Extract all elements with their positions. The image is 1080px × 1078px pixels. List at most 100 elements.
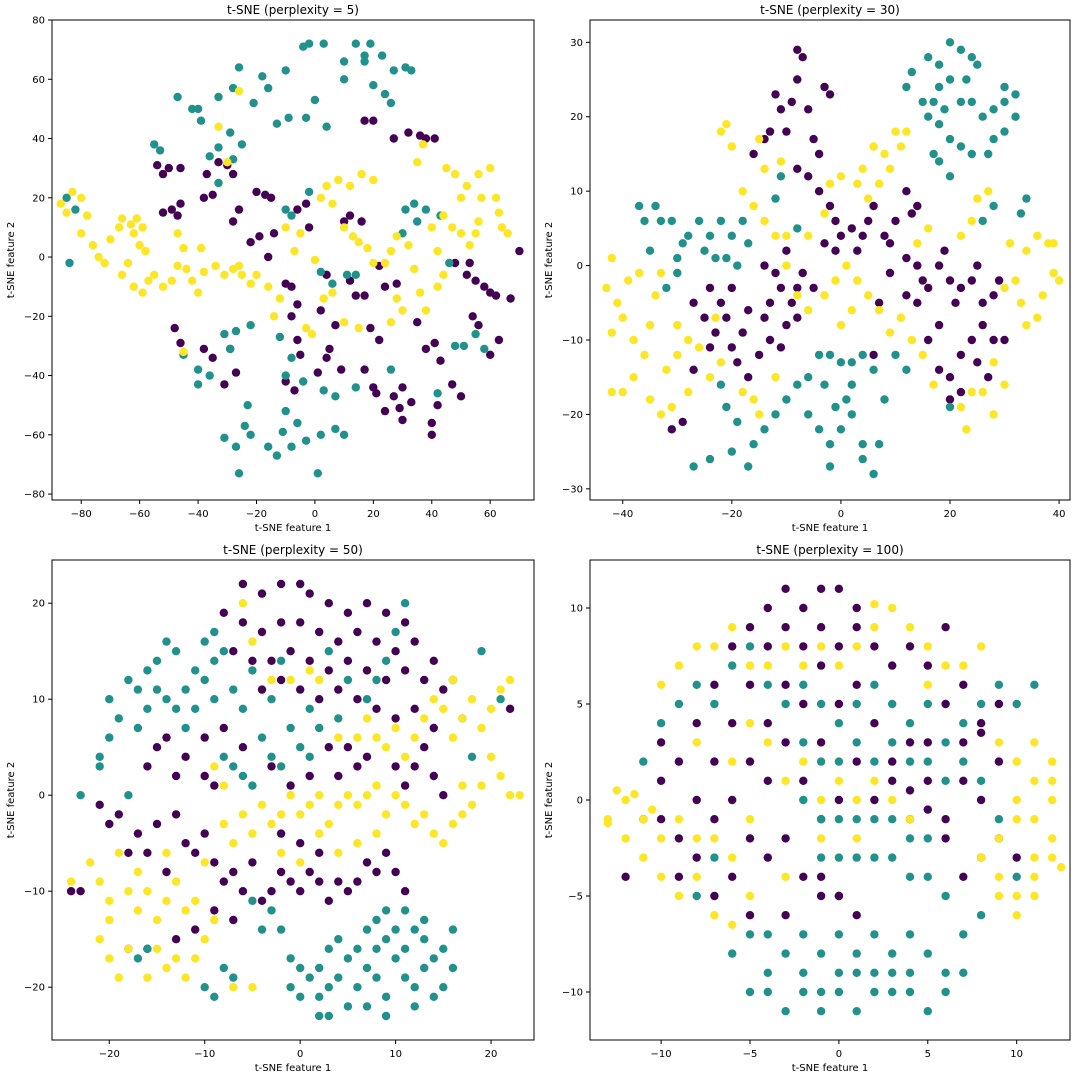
scatter-point-class-0	[834, 642, 844, 651]
scatter-point-class-2	[745, 891, 755, 901]
scatter-point-class-1	[200, 637, 209, 646]
scatter-point-class-1	[870, 968, 879, 977]
scatter-point-class-2	[132, 214, 141, 223]
scatter-point-class-0	[874, 298, 884, 307]
scatter-point-class-1	[814, 350, 824, 360]
scatter-point-class-2	[994, 891, 1004, 901]
scatter-point-class-0	[956, 283, 966, 293]
scatter-point-class-2	[307, 329, 317, 339]
scatter-point-class-1	[634, 201, 644, 211]
scatter-point-class-1	[257, 925, 267, 934]
scatter-point-class-0	[315, 877, 324, 886]
scatter-point-class-0	[372, 704, 381, 713]
scatter-point-class-0	[398, 415, 407, 425]
scatter-point-class-2	[941, 661, 950, 670]
scatter-point-class-2	[94, 252, 103, 262]
scatter-point-class-2	[348, 232, 358, 241]
scatter-point-class-0	[870, 719, 879, 728]
scatter-point-class-0	[170, 323, 179, 333]
scatter-point-class-0	[745, 680, 755, 689]
scatter-point-class-1	[281, 205, 290, 214]
scatter-point-class-0	[305, 867, 314, 877]
scatter-point-class-2	[694, 343, 704, 352]
scatter-point-class-0	[152, 743, 162, 752]
scatter-point-class-2	[962, 425, 971, 434]
scatter-point-class-2	[684, 335, 693, 345]
scatter-point-class-1	[214, 143, 223, 152]
scatter-point-class-2	[196, 243, 206, 253]
scatter-point-class-0	[246, 238, 255, 247]
scatter-point-class-2	[1000, 380, 1009, 389]
scatter-point-class-0	[362, 599, 372, 608]
scatter-point-class-1	[200, 983, 209, 992]
scatter-point-class-2	[257, 800, 267, 809]
scatter-point-class-0	[95, 800, 104, 809]
scatter-point-class-0	[76, 887, 85, 896]
scatter-point-class-0	[199, 193, 209, 202]
scatter-point-class-0	[831, 246, 840, 255]
scatter-point-class-0	[266, 193, 276, 202]
scatter-point-class-1	[324, 983, 333, 992]
scatter-point-class-1	[324, 1011, 333, 1021]
scatter-point-class-2	[410, 264, 419, 274]
scatter-point-class-1	[945, 38, 955, 47]
scatter-point-class-1	[692, 891, 701, 901]
scatter-point-class-0	[902, 187, 911, 196]
scatter-point-class-2	[645, 395, 655, 404]
scatter-point-class-1	[673, 253, 682, 263]
chart-panel-3: −20 −10 0 10 20 −20 −10 0 10 20 t-SNE (perplexity …	[6, 543, 535, 1074]
scatter-point-class-0	[967, 276, 976, 285]
scatter-point-class-0	[744, 373, 753, 382]
scatter-point-class-2	[238, 599, 248, 608]
scatter-point-class-2	[193, 288, 203, 297]
scatter-point-class-2	[607, 328, 616, 337]
scatter-point-class-1	[662, 283, 671, 293]
scatter-point-class-2	[885, 328, 895, 337]
scatter-point-class-0	[380, 282, 390, 291]
scatter-point-class-2	[888, 795, 897, 805]
scatter-point-class-1	[1011, 90, 1020, 99]
scatter-point-class-0	[287, 282, 296, 291]
scatter-point-class-1	[193, 365, 203, 374]
scatter-point-class-0	[905, 642, 915, 651]
scatter-point-class-0	[727, 283, 736, 293]
scatter-point-class-1	[386, 365, 396, 374]
scatter-point-class-1	[287, 353, 296, 362]
scatter-point-class-2	[129, 282, 138, 291]
scatter-point-class-1	[905, 930, 915, 939]
scatter-point-class-2	[162, 848, 171, 857]
scatter-point-class-1	[420, 963, 429, 973]
scatter-point-class-0	[804, 172, 813, 181]
scatter-point-class-1	[858, 440, 867, 449]
scatter-point-class-2	[1022, 320, 1031, 330]
scatter-point-class-2	[296, 858, 305, 867]
scatter-point-class-0	[820, 239, 829, 248]
scatter-point-class-1	[162, 637, 171, 646]
scatter-point-class-0	[940, 246, 949, 255]
scatter-point-class-0	[765, 335, 775, 345]
scatter-point-class-2	[738, 387, 747, 397]
scatter-point-class-1	[448, 963, 458, 973]
scatter-point-class-1	[353, 944, 362, 953]
x-tick-label: 10	[389, 1049, 402, 1060]
scatter-point-class-1	[413, 217, 422, 226]
scatter-point-class-0	[325, 344, 334, 354]
scatter-point-class-0	[381, 848, 391, 857]
scatter-point-class-0	[343, 743, 353, 752]
scatter-point-class-1	[480, 344, 489, 354]
scatter-point-class-0	[771, 268, 780, 278]
scatter-point-class-2	[105, 954, 114, 963]
scatter-point-class-2	[191, 896, 200, 905]
scatter-point-class-1	[193, 380, 203, 389]
scatter-point-class-1	[114, 714, 124, 723]
scatter-point-class-2	[781, 776, 790, 785]
scatter-point-class-1	[343, 954, 353, 963]
scatter-point-class-1	[276, 762, 286, 771]
scatter-point-class-2	[918, 350, 927, 360]
scatter-point-class-0	[945, 276, 955, 285]
scatter-point-class-0	[816, 661, 826, 670]
scatter-point-class-1	[738, 216, 747, 226]
scatter-point-class-0	[276, 829, 286, 838]
scatter-point-class-1	[1011, 112, 1020, 121]
scatter-point-class-2	[133, 906, 143, 915]
